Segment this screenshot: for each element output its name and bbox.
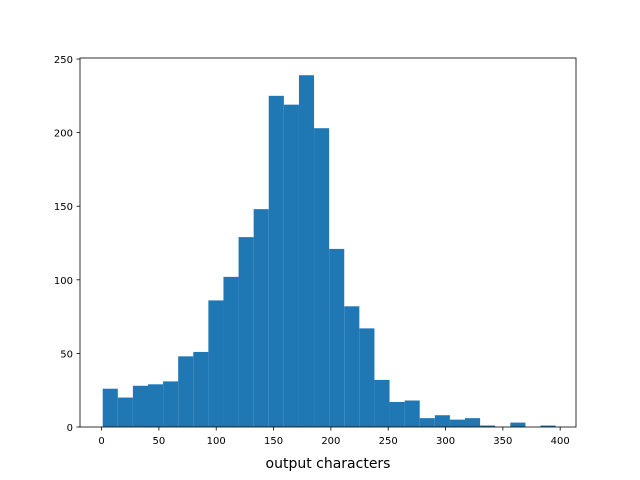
bar: [374, 379, 390, 427]
y-tick-label: 50: [60, 349, 73, 360]
bar: [253, 209, 269, 427]
x-tick-label: 100: [207, 436, 226, 447]
bar: [117, 397, 133, 427]
bar: [329, 248, 345, 427]
bar: [298, 75, 315, 427]
axes-frame: [79, 57, 577, 428]
y-tick-label: 250: [54, 55, 73, 66]
x-tick-label: 50: [153, 436, 166, 447]
bar: [223, 276, 239, 427]
y-tick-label: 200: [54, 129, 73, 140]
bar: [540, 425, 556, 427]
bar: [102, 388, 118, 427]
x-axis-label: output characters: [266, 456, 391, 472]
bar: [419, 418, 435, 427]
bar: [480, 425, 496, 427]
y-tick-label: 100: [54, 276, 73, 287]
bar: [147, 384, 164, 427]
x-tick-label: 350: [493, 436, 512, 447]
bar: [283, 104, 299, 427]
bar: [465, 418, 481, 427]
x-tick-label: 300: [436, 436, 455, 447]
bar: [389, 401, 405, 427]
bar: [268, 95, 284, 428]
bar: [238, 237, 254, 427]
bar: [193, 351, 209, 427]
bar: [314, 128, 330, 427]
bar: [449, 419, 466, 427]
x-tick-label: 250: [379, 436, 398, 447]
bar: [404, 400, 420, 427]
x-tick-label: 150: [264, 436, 283, 447]
bar: [344, 306, 360, 427]
bar: [132, 385, 148, 427]
bar: [178, 356, 194, 427]
bar: [208, 300, 224, 427]
y-tick-label: 0: [67, 423, 73, 434]
bar: [359, 328, 375, 427]
y-tick-label: 150: [54, 202, 73, 213]
x-tick-label: 0: [98, 436, 104, 447]
x-tick-label: 200: [321, 436, 340, 447]
bar: [434, 415, 450, 427]
bar: [163, 381, 179, 427]
x-tick-label: 400: [551, 436, 570, 447]
bar: [510, 422, 526, 427]
